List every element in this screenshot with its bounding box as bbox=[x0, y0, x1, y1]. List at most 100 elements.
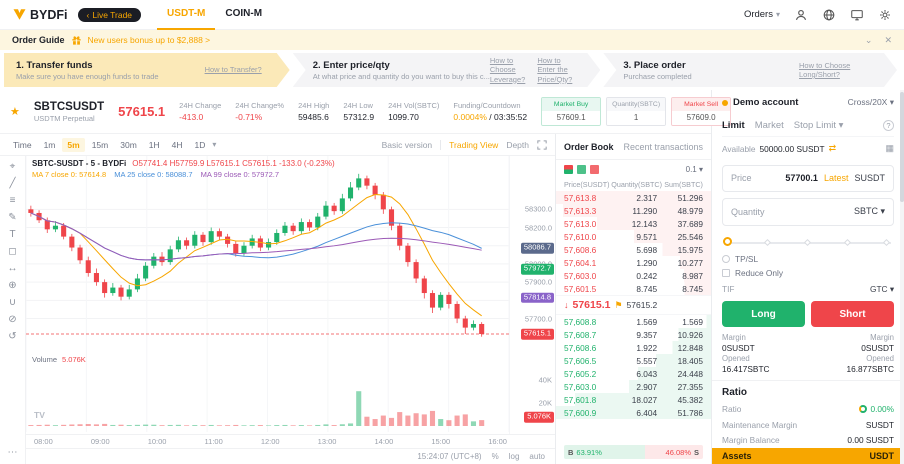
orderbook-bid-row[interactable]: 57,603.0 2.907 27.355 bbox=[556, 380, 711, 393]
scrollbar-thumb[interactable] bbox=[900, 92, 904, 202]
tab-coin-m[interactable]: COIN-M bbox=[225, 8, 263, 19]
measure-tool-icon[interactable]: ↔ bbox=[7, 263, 18, 274]
how-to-transfer-link[interactable]: How to Transfer? bbox=[204, 65, 262, 75]
text-tool-icon[interactable]: T bbox=[9, 229, 16, 240]
transfer-icon[interactable]: ⇄ bbox=[828, 143, 837, 154]
fib-tool-icon[interactable]: ≡ bbox=[9, 195, 16, 206]
more-timeframes-icon[interactable]: ▾ bbox=[212, 140, 217, 149]
undo-tool-icon[interactable]: ↺ bbox=[8, 331, 17, 342]
how-to-enter-price-link[interactable]: How to Enter the Price/Qty? bbox=[537, 55, 573, 84]
orderbook-ask-row[interactable]: 57,613.3 11.290 48.979 bbox=[556, 204, 711, 217]
market-sell-widget[interactable]: Market Sell 57609.0 bbox=[671, 97, 732, 126]
tab-recent-transactions[interactable]: Recent transactions bbox=[623, 141, 704, 152]
crosshair-tool-icon[interactable]: ⌖ bbox=[9, 161, 16, 172]
magnet-tool-icon[interactable]: ∪ bbox=[8, 297, 17, 308]
market-buy-widget[interactable]: Market Buy 57609.1 bbox=[541, 97, 602, 126]
collapse-guide-icon[interactable]: ⌄ bbox=[864, 34, 873, 45]
latest-price-button[interactable]: Latest bbox=[823, 173, 849, 184]
orders-menu[interactable]: Orders ▾ bbox=[743, 9, 780, 20]
orderbook-ask-row[interactable]: 57,603.0 0.242 8.987 bbox=[556, 269, 711, 282]
log-scale-toggle[interactable]: log bbox=[508, 452, 520, 461]
orderbook-ask-row[interactable]: 57,604.1 1.290 10.277 bbox=[556, 256, 711, 269]
orderbook-ask-row[interactable]: 57,608.6 5.698 15.975 bbox=[556, 243, 711, 256]
timeframe-15m[interactable]: 15m bbox=[91, 139, 109, 150]
tab-stop-limit[interactable]: Stop Limit ▾ bbox=[793, 120, 844, 132]
tab-market[interactable]: Market bbox=[754, 120, 784, 132]
slider-knob[interactable] bbox=[723, 236, 732, 246]
shapes-tool-icon[interactable]: ◻ bbox=[8, 246, 17, 257]
auto-scale-toggle[interactable]: auto bbox=[529, 452, 545, 461]
orderbook-bid-row[interactable]: 57,608.8 1.569 1.569 bbox=[556, 315, 711, 328]
timeframe-1m[interactable]: 1m bbox=[43, 139, 56, 150]
price-input[interactable]: Price 57700.1 Latest SUSDT bbox=[722, 164, 894, 193]
candlestick-chart[interactable]: SBTC-SUSDT - 5 - BYDFi O57741.4 H57759.9… bbox=[26, 156, 555, 434]
buy-ratio: 63.91% bbox=[576, 447, 602, 457]
symbol-block[interactable]: SBTCSUSDT USDTM Perpetual bbox=[34, 101, 104, 123]
live-trade-button[interactable]: ‹ Live Trade bbox=[77, 7, 142, 22]
bydfi-logo[interactable]: BYDFi bbox=[12, 7, 68, 22]
tab-usdt-m[interactable]: USDT-M bbox=[157, 0, 216, 30]
percent-scale-toggle[interactable]: % bbox=[491, 452, 499, 461]
fullscreen-icon[interactable] bbox=[537, 139, 547, 150]
long-button[interactable]: Long bbox=[722, 301, 805, 328]
help-icon[interactable]: ? bbox=[883, 120, 894, 132]
margin-mode-selector[interactable]: Cross/20X ▾ bbox=[847, 97, 894, 108]
trendline-tool-icon[interactable]: ╱ bbox=[9, 178, 16, 189]
orderbook-mid-price[interactable]: ↓ 57615.1 ⚑ 57615.2 bbox=[556, 295, 711, 315]
orderbook-bid-row[interactable]: 57,606.5 5.557 18.405 bbox=[556, 354, 711, 367]
timeframe-time[interactable]: Time bbox=[13, 139, 32, 150]
brush-tool-icon[interactable]: ✎ bbox=[8, 212, 17, 223]
how-to-choose-leverage-link[interactable]: How to Choose Leverage? bbox=[489, 55, 526, 84]
orderbook-bid-row[interactable]: 57,608.7 9.357 10.926 bbox=[556, 328, 711, 341]
basic-version-toggle[interactable]: Basic version bbox=[381, 139, 433, 150]
account-selector[interactable]: Demo account bbox=[733, 97, 799, 109]
how-to-choose-long-short-link[interactable]: How to Choose Long/Short? bbox=[799, 60, 851, 79]
orderbook-bid-row[interactable]: 57,601.8 18.027 45.382 bbox=[556, 393, 711, 406]
orderbook-ask-row[interactable]: 57,601.5 8.745 8.745 bbox=[556, 282, 711, 295]
orderbook-bid-row[interactable]: 57,608.6 1.922 12.848 bbox=[556, 341, 711, 354]
quantity-input[interactable]: Quantity SBTC ▾ bbox=[722, 198, 894, 226]
step-place-order[interactable]: 3. Place order Purchase completed How to… bbox=[603, 53, 897, 87]
desktop-app-icon[interactable] bbox=[850, 8, 864, 22]
quick-quantity-widget[interactable]: Quantity(SBTC) 1 bbox=[606, 97, 667, 126]
promo-link[interactable]: New users bonus up to $2,888 > bbox=[87, 35, 211, 45]
tab-limit[interactable]: Limit bbox=[722, 120, 745, 132]
timeframe-30m[interactable]: 30m bbox=[120, 139, 137, 150]
orderbook-bid-row[interactable]: 57,605.2 6.043 24.448 bbox=[556, 367, 711, 380]
reduce-only-checkbox[interactable]: Reduce Only bbox=[722, 266, 894, 281]
timeframe-1d[interactable]: 1D bbox=[194, 139, 206, 150]
settings-gear-icon[interactable] bbox=[878, 8, 892, 22]
quantity-unit-dropdown[interactable]: SBTC ▾ bbox=[853, 206, 885, 217]
hide-tool-icon[interactable]: ⊘ bbox=[8, 314, 17, 325]
precision-dropdown[interactable]: 0.1 ▾ bbox=[685, 164, 703, 174]
globe-icon[interactable] bbox=[822, 8, 836, 22]
tpsl-checkbox[interactable]: TP/SL bbox=[722, 251, 894, 266]
leverage-slider[interactable] bbox=[723, 235, 891, 251]
orderbook-bid-row[interactable]: 57,600.9 6.404 51.786 bbox=[556, 406, 711, 419]
book-view-asks-icon[interactable] bbox=[590, 164, 599, 174]
trading-view-toggle[interactable]: Trading View bbox=[449, 139, 499, 150]
timeframe-4h[interactable]: 4H bbox=[171, 139, 183, 150]
chart-status-bar: 15:24:07 (UTC+8) % log auto bbox=[26, 448, 555, 464]
step-enter-price-qty[interactable]: 2. Enter price/qty At what price and qua… bbox=[293, 53, 601, 87]
orderbook-ask-row[interactable]: 57,610.0 9.571 25.546 bbox=[556, 230, 711, 243]
timeframe-5m[interactable]: 5m bbox=[62, 137, 85, 152]
step-transfer-funds[interactable]: 1. Transfer funds Make sure you have eno… bbox=[4, 53, 290, 87]
page-scrollbar[interactable] bbox=[900, 90, 904, 464]
short-button[interactable]: Short bbox=[811, 301, 894, 328]
calculator-icon[interactable]: ▦ bbox=[885, 143, 894, 154]
favorite-star-icon[interactable]: ★ bbox=[10, 106, 20, 118]
book-view-bids-icon[interactable] bbox=[577, 164, 586, 174]
zoom-tool-icon[interactable]: ⊕ bbox=[8, 280, 17, 291]
assets-section[interactable]: Assets USDT bbox=[712, 448, 904, 464]
user-icon[interactable] bbox=[794, 8, 808, 22]
more-tool-icon[interactable]: ⋯ bbox=[7, 447, 18, 458]
book-view-both-icon[interactable] bbox=[564, 164, 573, 174]
orderbook-ask-row[interactable]: 57,613.8 2.317 51.296 bbox=[556, 191, 711, 204]
depth-toggle[interactable]: Depth bbox=[506, 139, 529, 150]
tab-order-book[interactable]: Order Book bbox=[564, 141, 614, 152]
timeframe-1h[interactable]: 1H bbox=[148, 139, 160, 150]
tif-dropdown[interactable]: GTC ▾ bbox=[870, 284, 894, 295]
orderbook-ask-row[interactable]: 57,613.0 12.143 37.689 bbox=[556, 217, 711, 230]
close-guide-icon[interactable]: ✕ bbox=[884, 34, 892, 45]
